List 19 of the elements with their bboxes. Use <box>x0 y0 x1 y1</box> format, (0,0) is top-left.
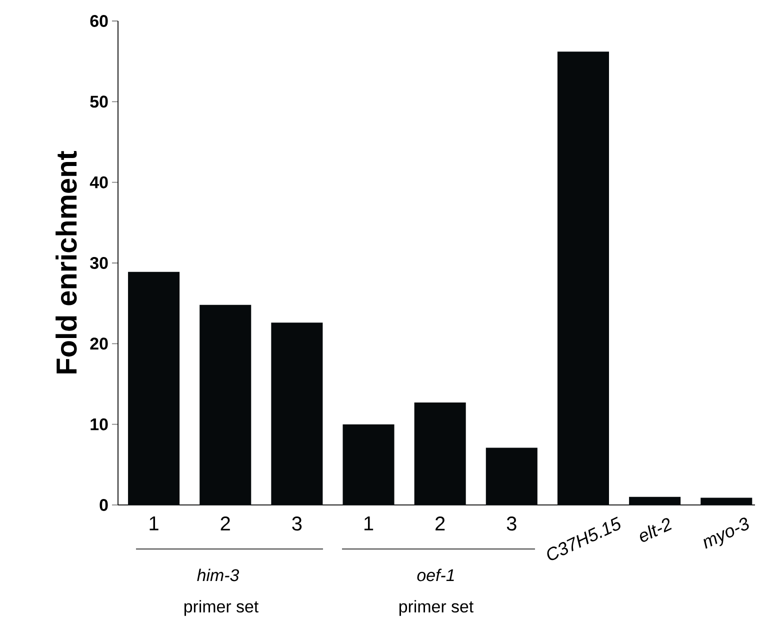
y-tick-label: 10 <box>90 418 108 430</box>
y-tick-label: 50 <box>90 96 108 108</box>
y-tick-label: 0 <box>100 498 108 511</box>
y-tick-label: 60 <box>90 14 108 27</box>
y-tick-label: 20 <box>90 338 108 350</box>
text: oef-1 <box>417 568 454 582</box>
x-tick-label: 1 <box>364 516 374 530</box>
text: primer set <box>184 600 258 616</box>
x-tick-label: 3 <box>506 516 516 531</box>
x-tick-label: 3 <box>292 516 302 531</box>
x-tick-label: 2 <box>220 516 230 530</box>
y-tick-label: 30 <box>90 256 108 269</box>
x-tick-label: 1 <box>150 516 158 530</box>
x-tick-label: 2 <box>436 516 445 530</box>
x-tick-label: elt-2 <box>640 518 672 542</box>
text: primer set <box>399 600 474 616</box>
y-tick-label: 40 <box>90 176 108 188</box>
text: him-3 <box>197 568 240 582</box>
y-axis-title: Fold enrichment <box>56 150 77 374</box>
